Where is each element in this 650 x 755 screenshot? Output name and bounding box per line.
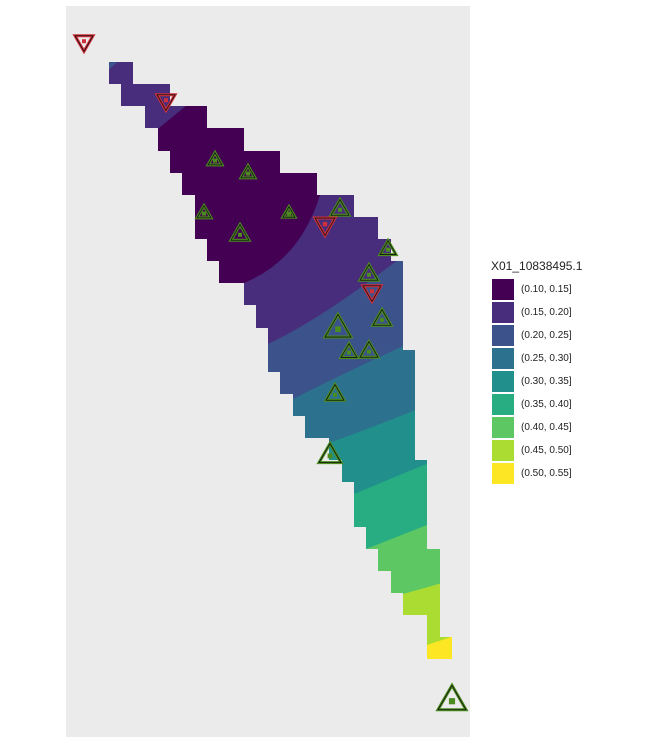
legend-item: (0.20, 0.25]	[491, 324, 582, 347]
legend-label: (0.25, 0.30]	[521, 353, 572, 364]
legend-key-swatch	[492, 440, 514, 461]
up-triangle-marker	[338, 340, 360, 360]
up-triangle-marker	[370, 306, 394, 327]
legend-item: (0.30, 0.35]	[491, 370, 582, 393]
down-triangle-marker	[360, 284, 384, 305]
legend-label: (0.20, 0.25]	[521, 330, 572, 341]
up-triangle-marker	[316, 440, 344, 465]
legend-label: (0.40, 0.45]	[521, 422, 572, 433]
legend-item: (0.25, 0.30]	[491, 347, 582, 370]
legend-label: (0.50, 0.55]	[521, 468, 572, 479]
legend-label: (0.10, 0.15]	[521, 284, 572, 295]
legend-key-swatch	[492, 371, 514, 392]
band-corner	[109, 62, 125, 78]
down-triangle-marker	[312, 216, 338, 239]
legend-key-swatch	[492, 348, 514, 369]
legend-key-swatch	[492, 279, 514, 300]
up-triangle-marker	[228, 221, 252, 242]
up-triangle-marker	[194, 202, 214, 220]
up-triangle-marker	[377, 237, 399, 257]
up-triangle-marker	[322, 311, 354, 339]
legend-title: X01_10838495.1	[491, 259, 583, 273]
legend-label: (0.30, 0.35]	[521, 376, 572, 387]
legend: X01_10838495.1 (0.10, 0.15] (0.15, 0.20] (…	[491, 259, 582, 485]
up-triangle-marker	[328, 196, 352, 217]
down-triangle-marker	[154, 93, 178, 114]
legend-item: (0.40, 0.45]	[491, 416, 582, 439]
down-triangle-marker	[72, 34, 96, 55]
legend-item: (0.10, 0.15]	[491, 278, 582, 301]
legend-label: (0.15, 0.20]	[521, 307, 572, 318]
legend-key-swatch	[492, 417, 514, 438]
up-triangle-marker	[357, 261, 381, 282]
legend-key-swatch	[492, 394, 514, 415]
legend-label: (0.35, 0.40]	[521, 399, 572, 410]
up-triangle-marker	[357, 338, 381, 359]
up-triangle-marker	[280, 203, 298, 219]
legend-item: (0.45, 0.50]	[491, 439, 582, 462]
legend-item: (0.35, 0.40]	[491, 393, 582, 416]
legend-key-swatch	[492, 302, 514, 323]
site-markers	[72, 34, 469, 712]
legend-key-swatch	[492, 463, 514, 484]
up-triangle-marker	[238, 162, 258, 180]
legend-key-swatch	[492, 325, 514, 346]
legend-item: (0.50, 0.55]	[491, 462, 582, 485]
legend-item: (0.15, 0.20]	[491, 301, 582, 324]
legend-label: (0.45, 0.50]	[521, 445, 572, 456]
up-triangle-marker	[435, 682, 469, 712]
up-triangle-marker	[323, 381, 347, 402]
up-triangle-marker	[205, 149, 225, 167]
